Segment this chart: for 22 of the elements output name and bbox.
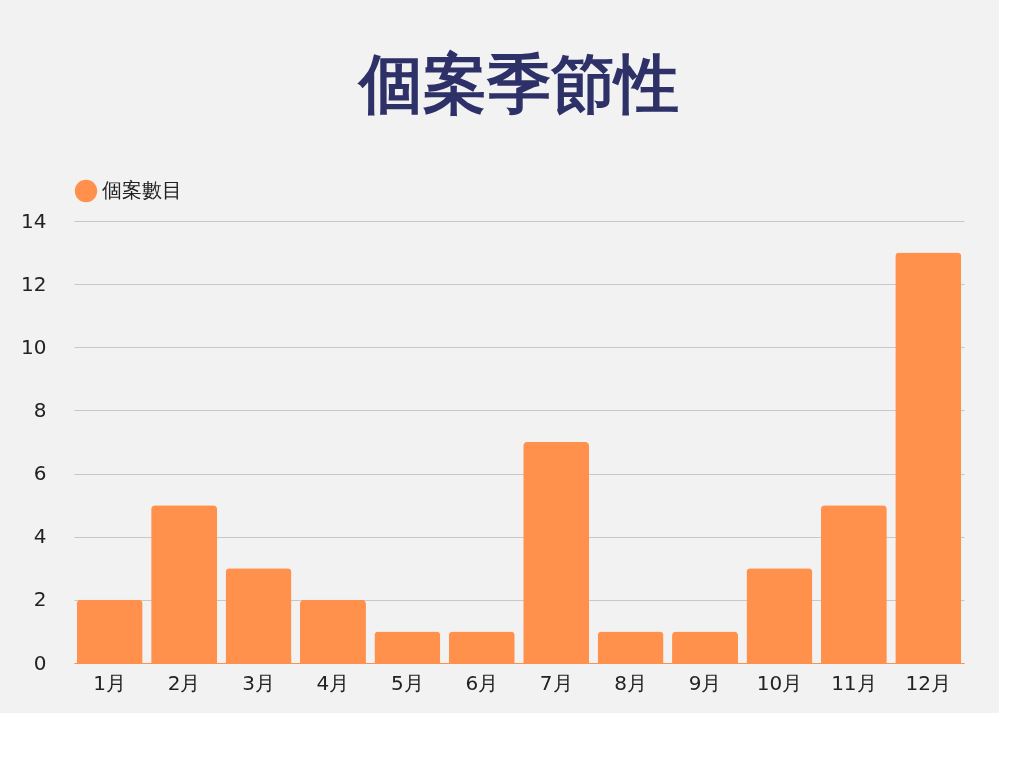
x-tick-label: 4月 (316, 670, 350, 695)
y-tick-label: 2 (33, 587, 47, 612)
x-tick-label: 12月 (905, 670, 952, 695)
chart-title: 個案季節性 (357, 47, 679, 121)
x-tick-label: 7月 (539, 670, 573, 695)
y-tick-label: 4 (33, 524, 47, 549)
x-tick-label: 10月 (756, 670, 803, 695)
y-tick-label: 10 (21, 334, 47, 359)
legend-label: 個案數目 (102, 178, 182, 202)
x-tick-label: 6月 (465, 670, 499, 695)
y-tick-label: 12 (21, 271, 47, 296)
y-tick-label: 14 (21, 208, 47, 233)
y-tick-label: 8 (33, 397, 47, 422)
x-tick-label: 3月 (242, 670, 275, 695)
x-tick-label: 11月 (831, 670, 877, 695)
x-tick-label: 1月 (93, 670, 127, 695)
y-tick-label: 6 (33, 461, 47, 486)
x-tick-label: 9月 (688, 670, 722, 695)
x-tick-label: 8月 (614, 670, 647, 695)
x-tick-label: 5月 (391, 670, 424, 695)
x-tick-label: 2月 (167, 670, 201, 695)
y-tick-label: 0 (33, 650, 47, 675)
